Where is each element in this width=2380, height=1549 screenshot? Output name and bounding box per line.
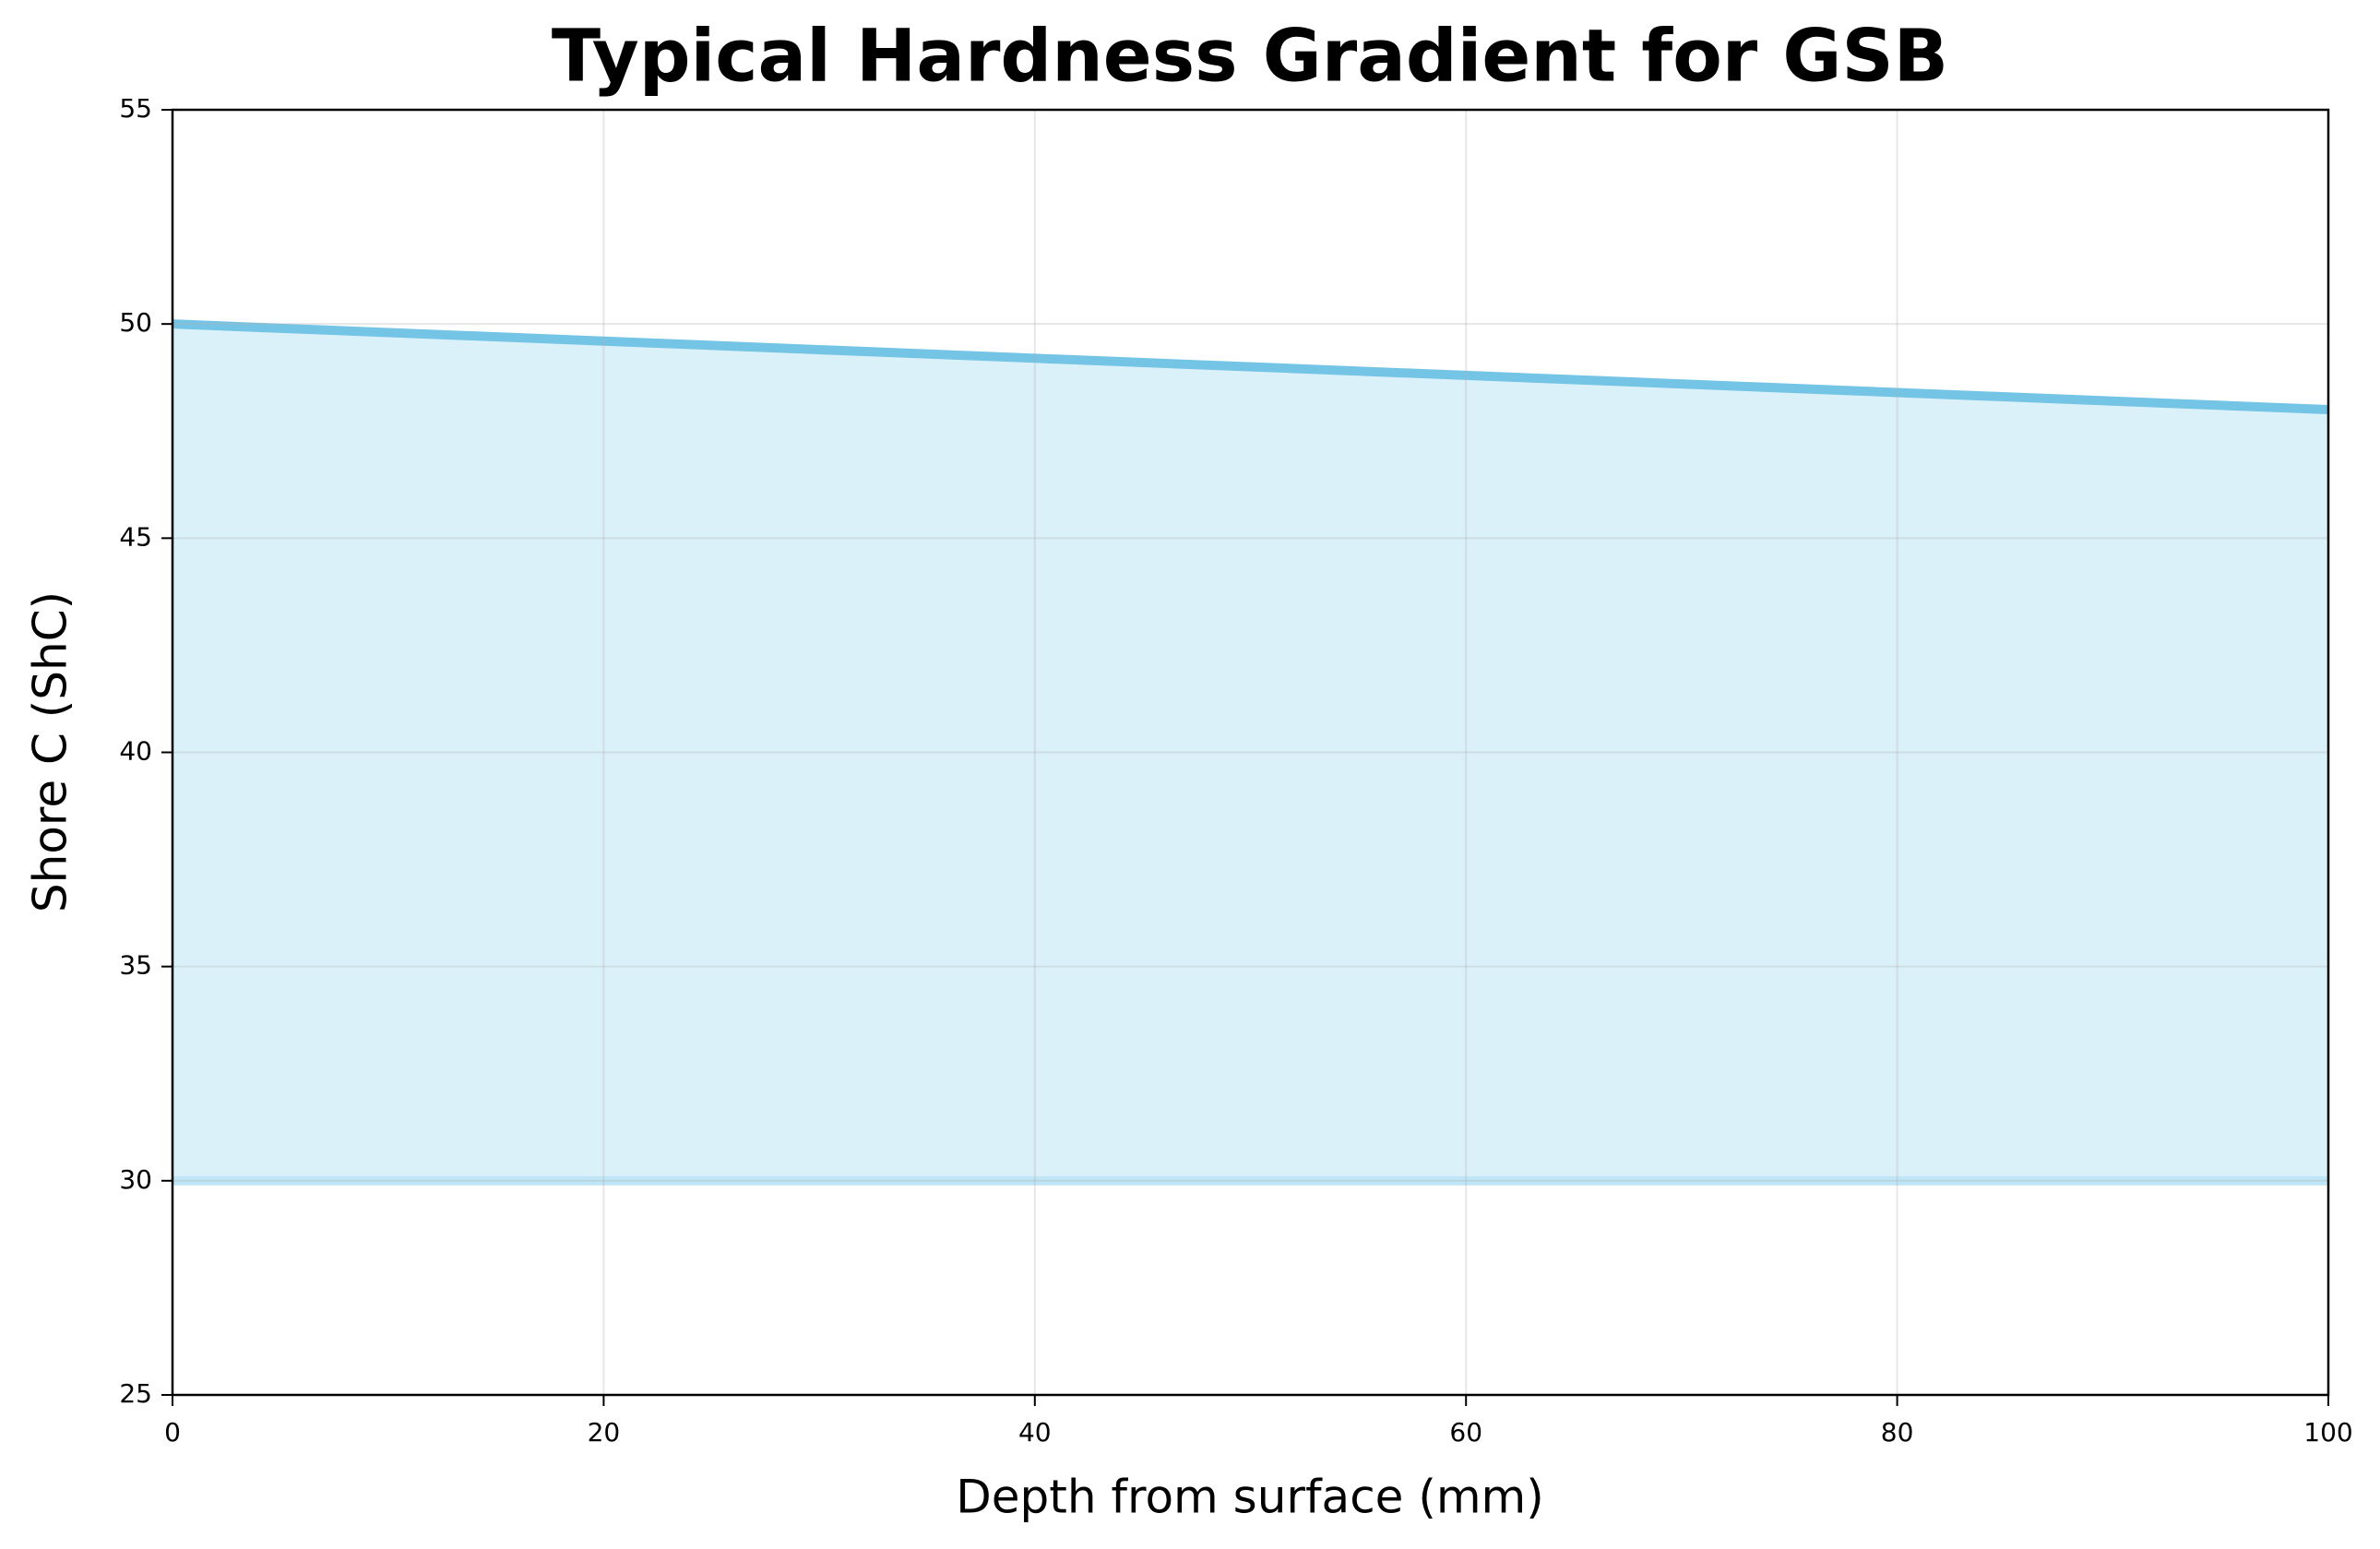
y-tick-label: 55 [119,93,152,124]
y-tick-label: 25 [119,1378,152,1409]
x-tick-label: 0 [164,1417,181,1448]
line [172,319,2329,415]
x-tick-label: 100 [2303,1417,2352,1448]
y-tick-label: 40 [119,736,152,767]
x-tick-label: 80 [1881,1417,1914,1448]
y-tick-label: 35 [119,950,152,981]
plot-frame [171,108,2330,1397]
x-tick-label: 20 [588,1417,621,1448]
y-tick-label: 50 [119,307,152,338]
y-tick-label: 45 [119,521,152,552]
chart-title: Typical Hardness Gradient for GSB [552,15,1948,98]
x-axis-label: Depth from surface (mm) [956,1471,1544,1524]
x-tick-label: 40 [1018,1417,1052,1448]
x-tick-label: 60 [1449,1417,1482,1448]
y-tick-label: 30 [119,1164,152,1195]
area-fill [173,324,2328,1181]
y-axis-label: Shore C (ShC) [24,591,77,912]
